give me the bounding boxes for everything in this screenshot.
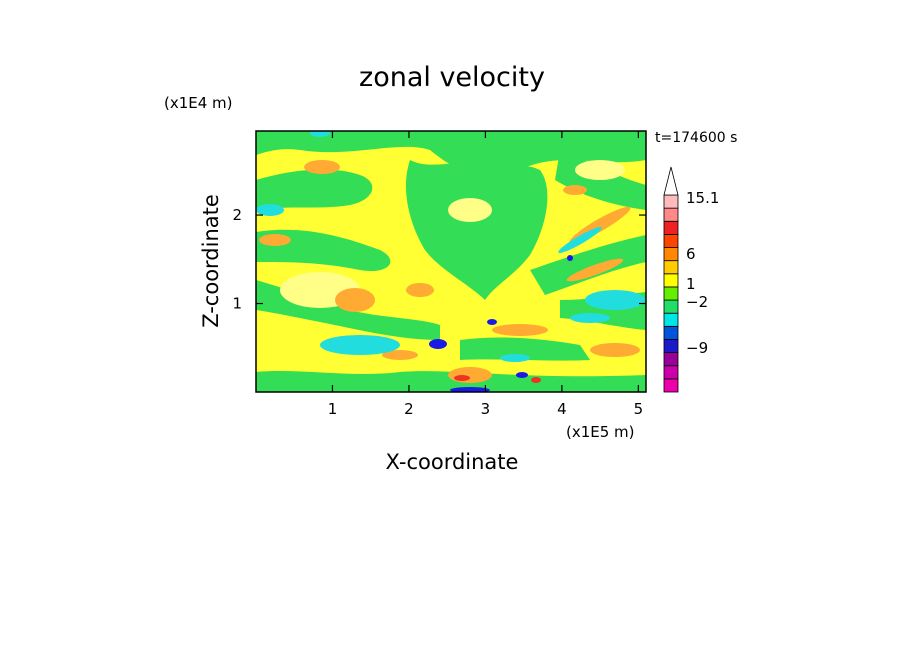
cyan-patch-7 <box>570 313 610 323</box>
blue-patch-4 <box>567 255 573 261</box>
orange-patch-6 <box>492 324 548 336</box>
lightyellow-patch-2 <box>448 198 492 222</box>
blue-regions <box>429 255 573 392</box>
y-tick-label: 1 <box>232 295 242 313</box>
blue-patch-5 <box>450 387 490 392</box>
orange-patch-8 <box>566 258 624 282</box>
colorbar-level <box>663 312 679 327</box>
time-label: t=174600 s <box>655 130 737 146</box>
blue-patch-1 <box>429 339 447 349</box>
green-band-top <box>256 131 646 178</box>
colorbar-level <box>663 247 679 262</box>
velocity-field <box>256 131 646 392</box>
cyan-patch-6 <box>500 354 530 362</box>
colorbar-label: 15.1 <box>686 189 719 207</box>
orange-patch-2 <box>335 288 375 312</box>
colorbar-level <box>663 339 679 354</box>
orange-patch-3 <box>259 234 291 246</box>
axis-ticks: 1 2 3 4 5 1 2 <box>232 131 646 418</box>
colorbar-level <box>663 352 679 367</box>
colorbar-level <box>663 194 679 209</box>
colorbar-level <box>663 365 679 380</box>
colorbar-level <box>663 233 679 248</box>
red-regions <box>454 375 541 383</box>
colorbar-level <box>663 260 679 275</box>
colorbar-level <box>663 286 679 301</box>
x-tick-label: 4 <box>557 400 567 418</box>
x-axis-label: X-coordinate <box>386 450 519 474</box>
red-patch-1 <box>454 375 470 381</box>
colorbar-level <box>663 207 679 222</box>
x-tick-label: 5 <box>634 400 644 418</box>
x-scale-label: (x1E5 m) <box>566 423 635 441</box>
orange-patch-1 <box>304 160 340 174</box>
colorbar-label: 6 <box>686 245 696 263</box>
x-tick-label: 3 <box>481 400 491 418</box>
plot-frame <box>255 130 647 393</box>
y-tick-label: 2 <box>232 206 242 224</box>
colorbar-level <box>663 273 679 288</box>
green-fan-center <box>405 160 548 300</box>
orange-patch-4 <box>406 283 434 297</box>
cyan-patch-4 <box>310 131 330 137</box>
x-tick-label: 2 <box>404 400 414 418</box>
y-scale-label: (x1E4 m) <box>164 94 233 112</box>
colorbar-top-arrow <box>663 166 679 196</box>
colorbar-level <box>663 299 679 314</box>
green-band-bottom <box>256 371 646 392</box>
blue-patch-3 <box>516 372 528 378</box>
cyan-patch-1 <box>256 204 284 216</box>
cyan-patch-5 <box>558 227 602 253</box>
orange-patch-10 <box>382 350 418 360</box>
cyan-regions <box>256 131 645 362</box>
green-band-mid-right <box>530 235 646 295</box>
green-band-upper-right <box>555 150 646 210</box>
colorbar-level <box>663 325 679 340</box>
orange-patch-9 <box>590 343 640 357</box>
red-patch-2 <box>531 377 541 383</box>
colorbar-label: 1 <box>686 275 696 293</box>
y-axis-label: Z-coordinate <box>199 194 223 328</box>
colorbar: 15.1 6 1−2 −9 <box>663 166 719 393</box>
colorbar-level <box>663 220 679 235</box>
orange-patch-11 <box>563 185 587 195</box>
x-tick-label: 1 <box>328 400 338 418</box>
cyan-patch-2 <box>320 335 400 355</box>
orange-patch-5 <box>448 367 492 383</box>
chart-title: zonal velocity <box>359 62 545 93</box>
colorbar-label: −2 <box>686 293 708 311</box>
cyan-patch-3 <box>585 290 645 310</box>
colorbar-level <box>663 378 679 393</box>
blue-patch-2 <box>487 319 497 325</box>
colorbar-label: −9 <box>686 339 708 357</box>
lightyellow-patch-3 <box>575 160 625 180</box>
green-band-upper-left <box>256 169 373 210</box>
green-band-bottom-center <box>460 337 590 361</box>
